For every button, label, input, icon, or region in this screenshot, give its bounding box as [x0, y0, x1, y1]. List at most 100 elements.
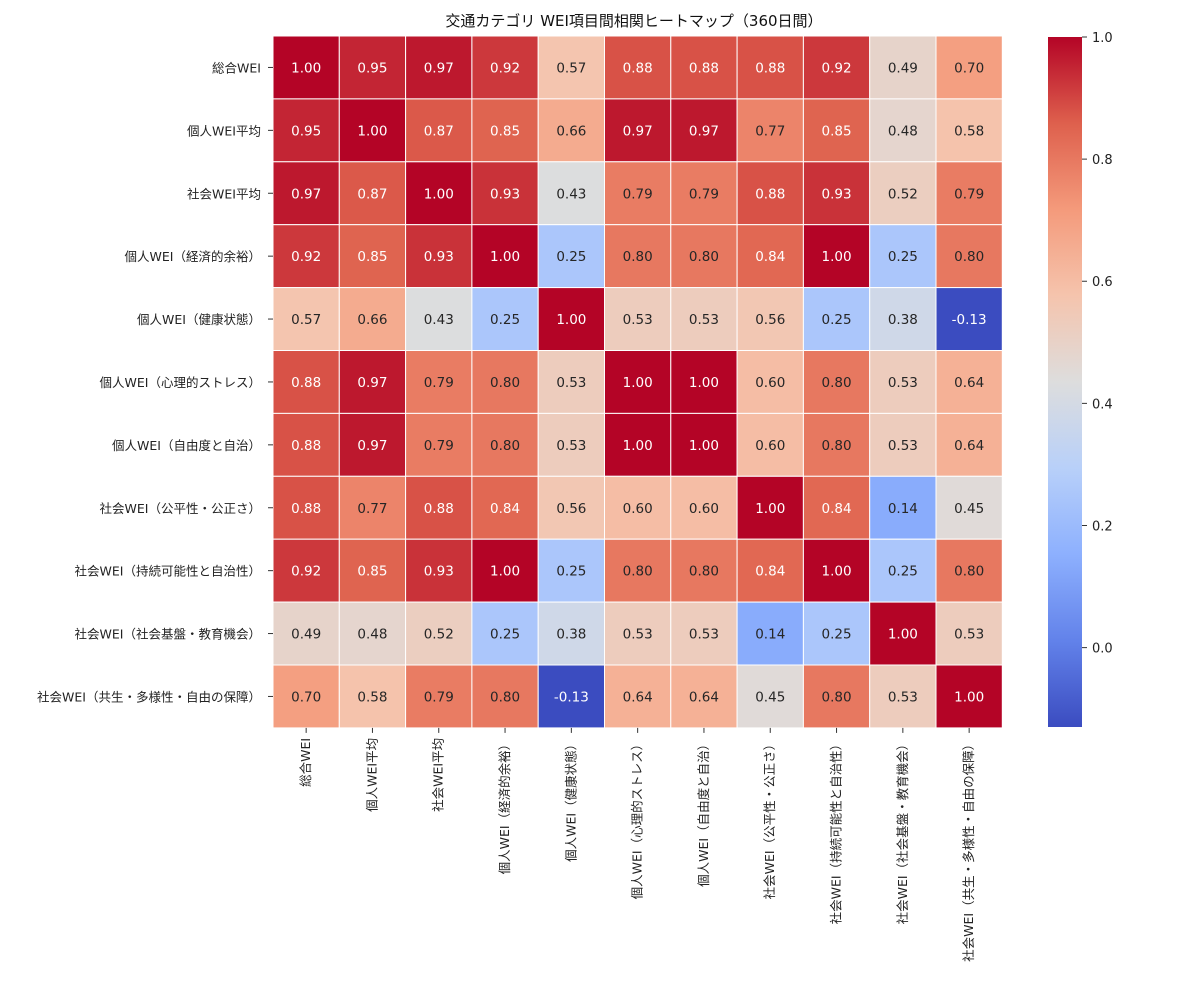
- cell-value-label: 0.49: [291, 627, 321, 643]
- heatmap-cell: [537, 35, 606, 100]
- cell-value-label: 0.25: [888, 249, 918, 265]
- heatmap-cell: [405, 412, 473, 477]
- cell-value-label: 0.57: [556, 60, 586, 76]
- chart-title: 交通カテゴリ WEI項目間相関ヒートマップ（360日間）: [445, 12, 823, 30]
- cell-value-label: 0.38: [888, 312, 918, 328]
- cell-value-label: 1.00: [490, 249, 520, 265]
- heatmap-cell: [935, 475, 1003, 540]
- heatmap-cell: [405, 664, 473, 729]
- heatmap-cell: [537, 224, 606, 289]
- y-tick-label: 個人WEI（健康状態）: [137, 312, 261, 327]
- heatmap-cell: [604, 350, 672, 414]
- cell-value-label: 0.49: [888, 60, 918, 76]
- heatmap-cell: [935, 224, 1003, 289]
- heatmap-cell: [604, 287, 672, 352]
- cell-value-label: 0.53: [954, 627, 984, 643]
- cell-value-label: 1.00: [623, 375, 653, 391]
- heatmap-cell: [670, 664, 738, 729]
- cell-value-label: 0.48: [357, 627, 387, 643]
- heatmap-cell: [272, 664, 340, 729]
- cell-value-label: 0.97: [357, 375, 387, 391]
- heatmap-cell: [405, 475, 473, 540]
- cell-value-label: 0.88: [623, 60, 653, 76]
- x-tick-label: 社会WEI平均: [431, 738, 446, 812]
- cell-value-label: 0.85: [357, 249, 387, 265]
- cell-value-label: 0.80: [689, 249, 719, 265]
- cell-value-label: 0.60: [755, 438, 785, 454]
- cell-value-label: 0.60: [755, 375, 785, 391]
- heatmap-cell: [736, 287, 804, 352]
- cell-value-label: 0.64: [623, 689, 653, 705]
- cell-value-label: 0.92: [822, 60, 852, 76]
- heatmap-cell: [935, 412, 1003, 477]
- cell-value-label: 0.97: [291, 186, 321, 202]
- y-tick-label: 個人WEI（経済的余裕）: [125, 249, 261, 264]
- heatmap-cell: [272, 538, 340, 603]
- cell-value-label: 0.77: [755, 123, 785, 139]
- heatmap-cell: [471, 98, 539, 163]
- cell-value-label: 0.56: [755, 312, 785, 328]
- cell-value-label: 0.92: [490, 60, 520, 76]
- heatmap-cell: [802, 538, 871, 603]
- cell-value-label: 0.88: [291, 501, 321, 517]
- heatmap-cell: [670, 161, 738, 226]
- cell-value-label: 1.00: [291, 60, 321, 76]
- cell-value-label: 0.53: [689, 627, 719, 643]
- heatmap-cell: [869, 224, 937, 289]
- heatmap-cell: [869, 475, 937, 540]
- heatmap-cell: [670, 35, 738, 100]
- cell-value-label: 1.00: [755, 501, 785, 517]
- heatmap-cell: [471, 601, 539, 666]
- cell-value-label: 0.38: [556, 627, 586, 643]
- cell-value-label: 1.00: [689, 375, 719, 391]
- heatmap-cell: [935, 35, 1003, 100]
- cell-value-label: 1.00: [556, 312, 586, 328]
- y-tick-label: 社会WEI（共生・多様性・自由の保障）: [37, 689, 261, 704]
- x-tick-label: 個人WEI（経済的余裕）: [497, 738, 512, 874]
- y-tick-label: 社会WEI（持続可能性と自治性）: [75, 564, 261, 579]
- cell-value-label: 0.60: [623, 501, 653, 517]
- cell-value-label: 0.25: [556, 249, 586, 265]
- cell-value-label: 0.88: [689, 60, 719, 76]
- cell-value-label: 0.60: [689, 501, 719, 517]
- heatmap-cell: [935, 601, 1003, 666]
- cell-value-label: 0.43: [556, 186, 586, 202]
- cell-value-label: 0.93: [490, 186, 520, 202]
- cell-value-label: 0.25: [556, 564, 586, 580]
- cell-value-label: 0.48: [888, 123, 918, 139]
- heatmap-cell: [471, 287, 539, 352]
- heatmap-cell: [802, 287, 871, 352]
- heatmap-cell: [869, 412, 937, 477]
- heatmap-cell: [338, 287, 407, 352]
- cell-value-label: 0.53: [689, 312, 719, 328]
- heatmap-cell: [471, 664, 539, 729]
- heatmap-cell: [869, 287, 937, 352]
- heatmap-cell: [670, 350, 738, 414]
- cell-value-label: -0.13: [554, 689, 589, 705]
- heatmap-cell: [405, 350, 473, 414]
- cell-value-label: 0.80: [490, 689, 520, 705]
- cell-value-label: 0.88: [424, 501, 454, 517]
- heatmap-cell: [935, 287, 1003, 352]
- heatmap-cell: [935, 664, 1003, 729]
- cell-value-label: 1.00: [623, 438, 653, 454]
- heatmap-cell: [338, 161, 407, 226]
- cell-value-label: 0.58: [954, 123, 984, 139]
- heatmap-cell: [405, 161, 473, 226]
- heatmap-cell: [338, 224, 407, 289]
- cell-value-label: 0.53: [623, 312, 653, 328]
- colorbar-tick-label: 0.4: [1092, 397, 1113, 412]
- cell-value-label: 0.92: [291, 249, 321, 265]
- x-tick-label: 社会WEI（社会基盤・教育機会）: [895, 738, 910, 924]
- cell-value-label: 0.84: [490, 501, 520, 517]
- x-tick-label: 社会WEI（共生・多様性・自由の保障）: [961, 738, 976, 962]
- heatmap-cell: [869, 538, 937, 603]
- colorbar-tick-label: 0.0: [1092, 642, 1113, 657]
- heatmap-cell: [802, 35, 871, 100]
- cell-value-label: 0.25: [888, 564, 918, 580]
- y-tick-label: 個人WEI平均: [187, 123, 261, 138]
- cell-value-label: 0.95: [357, 60, 387, 76]
- cell-value-label: -0.13: [952, 312, 987, 328]
- heatmap-cell: [272, 412, 340, 477]
